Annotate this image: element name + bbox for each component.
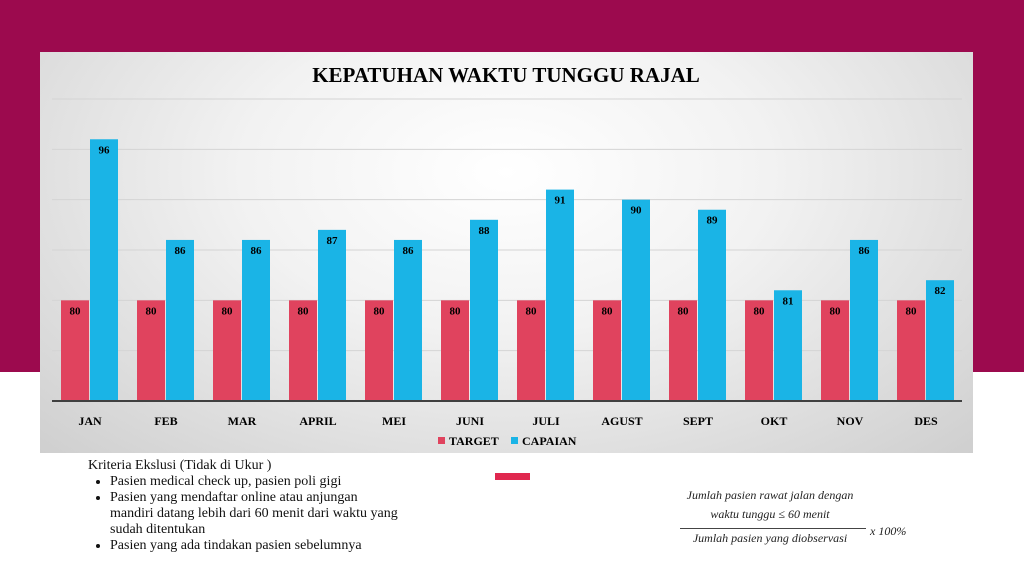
data-label: 80	[450, 305, 462, 317]
bar-target	[61, 300, 89, 401]
data-label: 86	[251, 245, 263, 257]
data-label: 80	[678, 305, 690, 317]
bar-target	[441, 300, 469, 401]
formula-multiplier: x 100%	[870, 524, 907, 538]
decorative-marker	[495, 473, 530, 480]
data-label: 80	[298, 305, 310, 317]
data-label: 96	[99, 144, 111, 156]
bar-target	[213, 300, 241, 401]
legend-label: TARGET	[449, 434, 499, 448]
data-label: 89	[707, 215, 719, 227]
bar-capaian	[774, 290, 802, 401]
x-tick-label: JULI	[532, 414, 560, 428]
bar-capaian	[698, 209, 726, 401]
formula: Jumlah pasien rawat jalan dengan waktu t…	[680, 486, 920, 546]
chart-panel	[40, 52, 973, 453]
x-tick-label: MEI	[382, 414, 406, 428]
bar-capaian	[394, 239, 422, 401]
bar-target	[517, 300, 545, 401]
data-label: 80	[906, 305, 918, 317]
bar-capaian	[546, 189, 574, 401]
bar-target	[669, 300, 697, 401]
numerator-line-2: waktu tunggu ≤ 60 menit	[710, 507, 830, 521]
data-label: 80	[602, 305, 614, 317]
bar-target	[745, 300, 773, 401]
data-label: 90	[631, 205, 643, 217]
bar-capaian	[850, 239, 878, 401]
x-tick-label: AGUST	[601, 414, 642, 428]
x-tick-label: APRIL	[299, 414, 336, 428]
x-tick-label: SEPT	[683, 414, 713, 428]
legend-swatch	[438, 437, 445, 444]
bar-target	[821, 300, 849, 401]
x-tick-label: JAN	[78, 414, 102, 428]
bar-capaian	[470, 219, 498, 401]
data-label: 80	[830, 305, 842, 317]
data-label: 81	[783, 295, 794, 307]
data-label: 86	[859, 245, 871, 257]
bar-target	[365, 300, 393, 401]
note-item: Pasien medical check up, pasien poli gig…	[110, 474, 400, 490]
data-label: 86	[403, 245, 415, 257]
note-item: Pasien yang ada tindakan pasien sebelumn…	[110, 538, 400, 554]
bar-target	[593, 300, 621, 401]
bar-chart: KEPATUHAN WAKTU TUNGGU RAJAL 80 96 JAN 80 86 F…	[52, 63, 962, 448]
x-tick-label: JUNI	[456, 414, 484, 428]
data-label: 82	[935, 285, 947, 297]
legend-label: CAPAIAN	[522, 434, 577, 448]
data-label: 80	[374, 305, 386, 317]
numerator-line-1: Jumlah pasien rawat jalan dengan	[686, 488, 854, 502]
note-item: Pasien yang mendaftar online atau anjung…	[110, 490, 400, 538]
data-label: 80	[754, 305, 766, 317]
x-tick-label: MAR	[228, 414, 257, 428]
data-label: 87	[327, 235, 339, 247]
bar-target	[897, 300, 925, 401]
data-label: 91	[555, 195, 566, 207]
data-label: 80	[146, 305, 158, 317]
bar-target	[289, 300, 317, 401]
x-tick-label: NOV	[837, 414, 864, 428]
fraction-bar	[680, 528, 866, 529]
data-label: 80	[222, 305, 234, 317]
legend-swatch	[511, 437, 518, 444]
bar-capaian	[926, 280, 954, 401]
exclusion-criteria: Kriteria Ekslusi (Tidak di Ukur ) Pasien…	[88, 458, 400, 554]
bar-target	[137, 300, 165, 401]
data-label: 80	[70, 305, 82, 317]
bar-capaian	[242, 239, 270, 401]
x-tick-label: OKT	[761, 414, 788, 428]
formula-numerator: Jumlah pasien rawat jalan dengan waktu t…	[680, 486, 860, 524]
bar-capaian	[166, 239, 194, 401]
x-tick-label: FEB	[154, 414, 177, 428]
chart-title: KEPATUHAN WAKTU TUNGGU RAJAL	[312, 63, 700, 87]
bar-capaian	[622, 199, 650, 401]
x-tick-label: DES	[914, 414, 938, 428]
data-label: 86	[175, 245, 187, 257]
formula-denominator: Jumlah pasien yang diobservasi	[692, 531, 848, 545]
bar-capaian	[318, 229, 346, 401]
bar-capaian	[90, 139, 118, 401]
data-label: 80	[526, 305, 538, 317]
notes-heading: Kriteria Ekslusi (Tidak di Ukur )	[88, 458, 272, 473]
data-label: 88	[479, 225, 491, 237]
